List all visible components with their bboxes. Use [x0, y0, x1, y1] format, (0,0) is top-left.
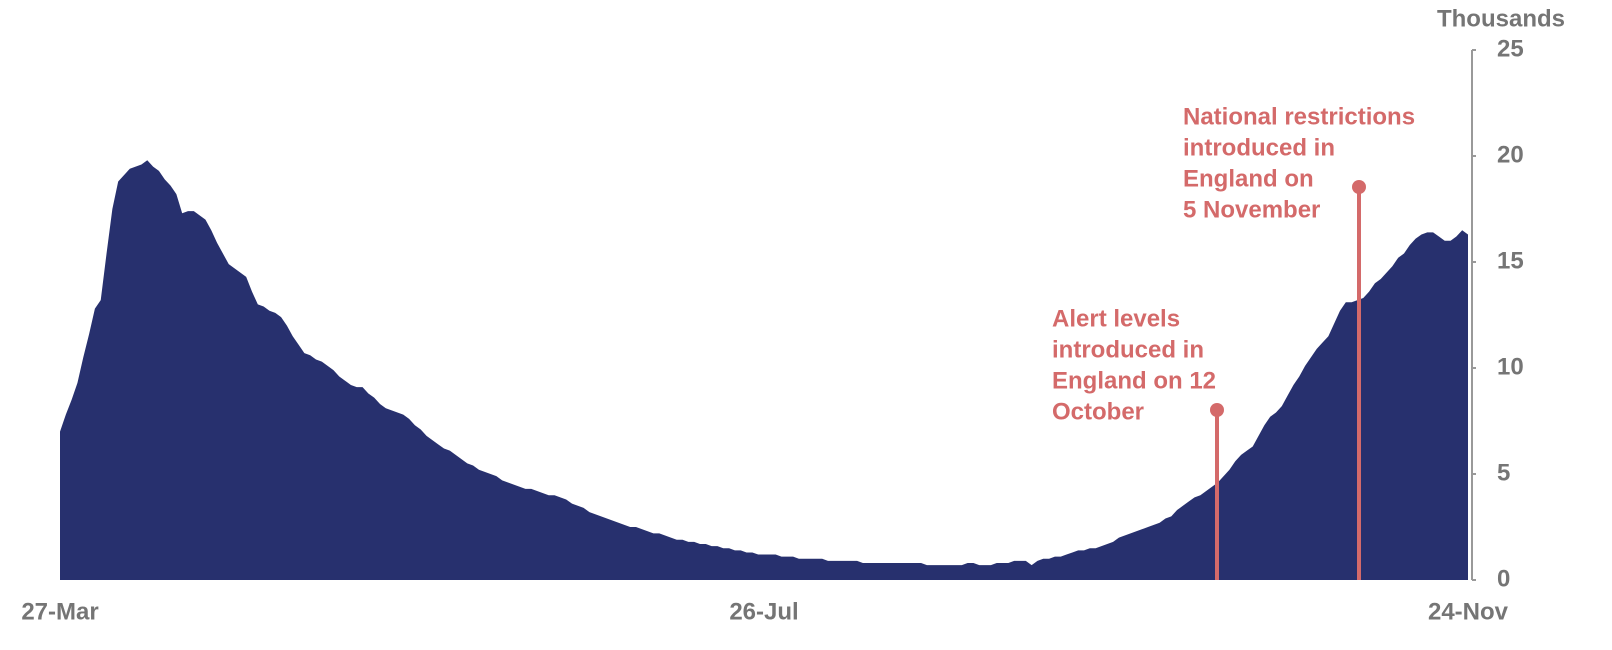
- y-axis-label: Thousands: [1437, 5, 1565, 32]
- y-tick-label: 10: [1497, 353, 1524, 380]
- annotation-dot: [1352, 180, 1366, 194]
- x-tick-label: 24-Nov: [1428, 598, 1509, 625]
- y-tick-label: 5: [1497, 459, 1510, 486]
- y-tick-label: 15: [1497, 247, 1524, 274]
- x-tick-label: 27-Mar: [21, 598, 98, 625]
- annotation-dot: [1210, 403, 1224, 417]
- annotation-text: introduced in: [1183, 134, 1335, 161]
- y-tick-label: 0: [1497, 565, 1510, 592]
- annotation-text: England on: [1183, 165, 1314, 192]
- annotation-text: Alert levels: [1052, 305, 1180, 332]
- x-tick-label: 26-Jul: [729, 598, 798, 625]
- annotation-text: National restrictions: [1183, 103, 1415, 130]
- annotation-text: England on 12: [1052, 367, 1216, 394]
- annotation-text: 5 November: [1183, 196, 1320, 223]
- y-tick-label: 20: [1497, 141, 1524, 168]
- area: [60, 160, 1468, 581]
- annotation-text: introduced in: [1052, 336, 1204, 363]
- annotation-text: October: [1052, 398, 1144, 425]
- y-tick-label: 25: [1497, 35, 1524, 62]
